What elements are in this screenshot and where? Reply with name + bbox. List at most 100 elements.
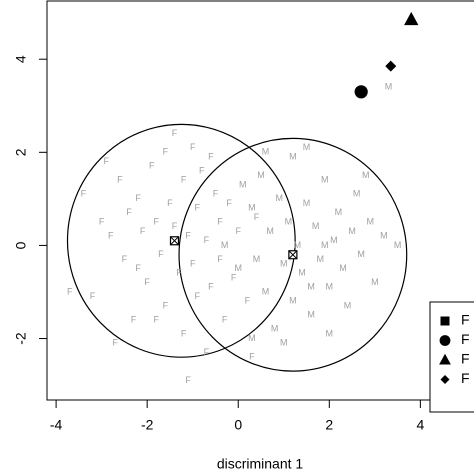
point-letter: M — [339, 263, 347, 273]
point-letter: M — [221, 240, 229, 250]
point-letter: F — [144, 277, 150, 287]
point-letter: M — [335, 207, 343, 217]
point-letter: M — [262, 147, 270, 157]
point-letter: F — [195, 291, 201, 301]
point-letter: F — [181, 175, 187, 185]
point-letter: M — [289, 296, 297, 306]
point-letter: F — [122, 254, 128, 264]
x-tick-label: -2 — [141, 417, 154, 433]
point-letter: F — [222, 314, 228, 324]
point-letter: F — [113, 338, 119, 348]
point-letter: M — [303, 142, 311, 152]
point-letter: F — [185, 230, 191, 240]
point-letter: M — [248, 333, 256, 343]
point-letter: M — [280, 338, 288, 348]
point-letter: F — [213, 189, 219, 199]
point-letter: F — [135, 193, 141, 203]
point-letter: M — [362, 170, 370, 180]
point-letter: F — [126, 207, 132, 217]
y-tick-label: 2 — [13, 148, 29, 156]
point-letter: F — [149, 161, 155, 171]
y-tick-label: 4 — [13, 55, 29, 63]
point-letter: M — [353, 189, 361, 199]
point-letter: F — [204, 347, 210, 357]
point-letter: F — [231, 272, 237, 282]
point-letter: F — [158, 249, 164, 259]
point-letter: F — [172, 221, 178, 231]
legend-label: F — [461, 312, 470, 328]
point-letter: M — [371, 277, 379, 287]
point-letter: M — [285, 217, 293, 227]
point-letter: M — [275, 193, 283, 203]
point-letter: F — [67, 286, 73, 296]
point-letter: F — [90, 291, 96, 301]
y-tick-label: 0 — [13, 241, 29, 249]
point-letter: F — [117, 175, 123, 185]
point-letter: F — [249, 352, 255, 362]
point-letter: M — [271, 324, 279, 334]
point-letter: M — [239, 179, 247, 189]
point-letter: M — [294, 240, 302, 250]
point-letter: M — [380, 230, 388, 240]
point-letter: M — [298, 268, 306, 278]
x-axis-label: discriminant 1 — [217, 456, 304, 472]
point-letter: F — [226, 198, 232, 208]
point-letter: M — [344, 300, 352, 310]
point-letter: F — [108, 230, 114, 240]
x-tick-label: -4 — [50, 417, 63, 433]
legend-box — [429, 301, 474, 413]
point-letter: M — [385, 82, 393, 92]
point-letter: F — [190, 142, 196, 152]
marker-circle — [439, 335, 451, 346]
point-letter: F — [208, 151, 214, 161]
point-letter: M — [303, 198, 311, 208]
point-letter: M — [289, 151, 297, 161]
point-letter: F — [185, 375, 191, 385]
group-circle — [66, 123, 296, 358]
legend-label: F — [461, 351, 470, 367]
point-letter: M — [253, 254, 261, 264]
marker-circle — [354, 85, 368, 99]
point-letter: M — [257, 170, 265, 180]
point-letter: F — [181, 328, 187, 338]
legend-label: F — [461, 370, 470, 386]
point-letter: F — [199, 165, 205, 175]
point-letter: M — [234, 263, 242, 273]
point-letter: F — [154, 314, 160, 324]
y-tick-label: -2 — [13, 332, 29, 345]
point-letter: M — [307, 282, 315, 292]
point-letter: M — [330, 235, 338, 245]
marker-triangle — [404, 11, 419, 26]
group-circle — [178, 137, 408, 372]
point-letter: M — [248, 203, 256, 213]
point-letter: F — [208, 282, 214, 292]
point-letter: F — [217, 217, 223, 227]
legend-label: F — [461, 331, 470, 347]
point-letter: F — [217, 254, 223, 264]
point-letter: F — [245, 296, 251, 306]
point-letter: M — [262, 286, 270, 296]
point-letter: F — [176, 268, 182, 278]
point-letter: F — [190, 258, 196, 268]
x-tick-label: 2 — [325, 417, 333, 433]
point-letter: F — [99, 217, 105, 227]
point-letter: M — [357, 249, 365, 259]
point-letter: F — [172, 128, 178, 138]
point-letter: M — [307, 310, 315, 320]
marker-triangle — [439, 353, 451, 365]
point-letter: F — [131, 314, 137, 324]
point-letter: F — [163, 300, 169, 310]
point-letter: M — [367, 217, 375, 227]
point-letter: F — [195, 203, 201, 213]
marker-diamond — [385, 60, 397, 72]
point-letter: F — [135, 263, 141, 273]
centroid-cross — [288, 250, 298, 260]
point-letter: M — [321, 240, 329, 250]
point-letter: M — [266, 226, 274, 236]
marker-square — [440, 316, 450, 326]
point-letter: F — [140, 226, 146, 236]
point-letter: F — [254, 212, 260, 222]
point-letter: F — [81, 189, 87, 199]
